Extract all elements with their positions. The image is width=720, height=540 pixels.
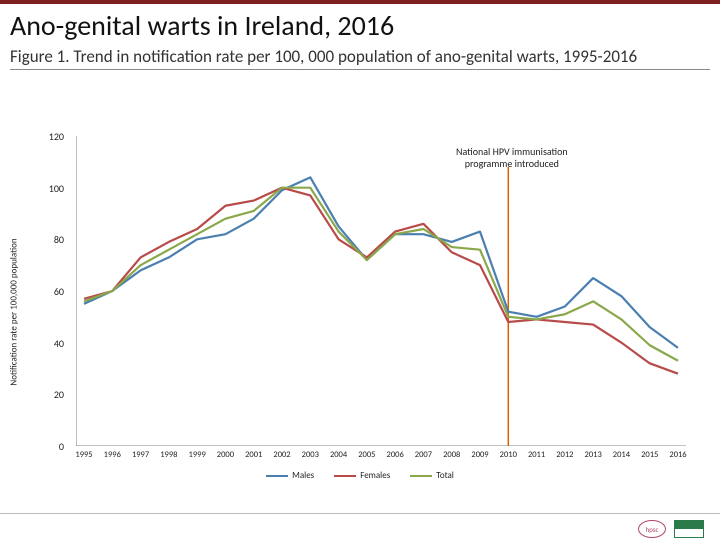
figure-caption: Figure 1. Trend in notification rate per…	[10, 47, 710, 67]
x-tick-label: 1996	[104, 450, 121, 460]
y-tick-label: 60	[24, 285, 64, 298]
x-tick-label: 2008	[443, 450, 460, 460]
y-tick-label: 120	[24, 130, 64, 143]
page-title: Ano-genital warts in Ireland, 2016	[10, 8, 710, 43]
x-tick-label: 2001	[245, 450, 262, 460]
legend-swatch	[334, 475, 356, 477]
x-tick-label: 2007	[415, 450, 432, 460]
y-tick-label: 0	[24, 440, 64, 453]
legend-label: Females	[360, 470, 390, 481]
hpsc-logo: hpsc	[638, 520, 666, 538]
title-block: Ano-genital warts in Ireland, 2016 Figur…	[0, 4, 720, 72]
x-tick-label: 2012	[556, 450, 573, 460]
x-tick-label: 2005	[358, 450, 375, 460]
legend-label: Total	[436, 470, 454, 481]
x-tick-label: 2010	[500, 450, 517, 460]
x-tick-label: 1998	[160, 450, 177, 460]
y-tick-label: 20	[24, 388, 64, 401]
y-axis-label: Notification rate per 100,000 population	[9, 238, 20, 385]
x-tick-label: 2013	[585, 450, 602, 460]
x-tick-label: 2002	[273, 450, 290, 460]
x-tick-label: 2000	[217, 450, 234, 460]
legend-label: Males	[292, 470, 314, 481]
x-tick-label: 1999	[189, 450, 206, 460]
x-tick-label: 2011	[528, 450, 545, 460]
y-tick-label: 40	[24, 337, 64, 350]
plot-area	[76, 136, 686, 446]
x-tick-label: 2016	[669, 450, 686, 460]
legend-swatch	[410, 475, 432, 477]
annotation-line2: programme introduced	[465, 157, 559, 170]
x-tick-label: 2003	[302, 450, 319, 460]
x-tick-label: 2004	[330, 450, 347, 460]
legend-item: Females	[334, 470, 390, 481]
y-tick-label: 80	[24, 233, 64, 246]
line-chart-svg	[76, 136, 686, 446]
subtitle-underline	[10, 69, 710, 70]
legend-item: Total	[410, 470, 454, 481]
chart-container: Notification rate per 100,000 population…	[24, 132, 696, 492]
footer-rule	[0, 513, 720, 514]
hse-logo	[674, 520, 704, 538]
x-tick-label: 2015	[641, 450, 658, 460]
x-tick-label: 1995	[75, 450, 92, 460]
x-tick-label: 1997	[132, 450, 149, 460]
legend: Males Females Total	[24, 470, 696, 481]
x-tick-label: 2006	[387, 450, 404, 460]
annotation-text: National HPV immunisation programme intr…	[456, 146, 568, 170]
legend-item: Males	[266, 470, 314, 481]
x-tick-label: 2009	[471, 450, 488, 460]
y-tick-label: 100	[24, 182, 64, 195]
logo-area: hpsc	[638, 520, 704, 538]
x-tick-label: 2014	[613, 450, 630, 460]
legend-swatch	[266, 475, 288, 477]
